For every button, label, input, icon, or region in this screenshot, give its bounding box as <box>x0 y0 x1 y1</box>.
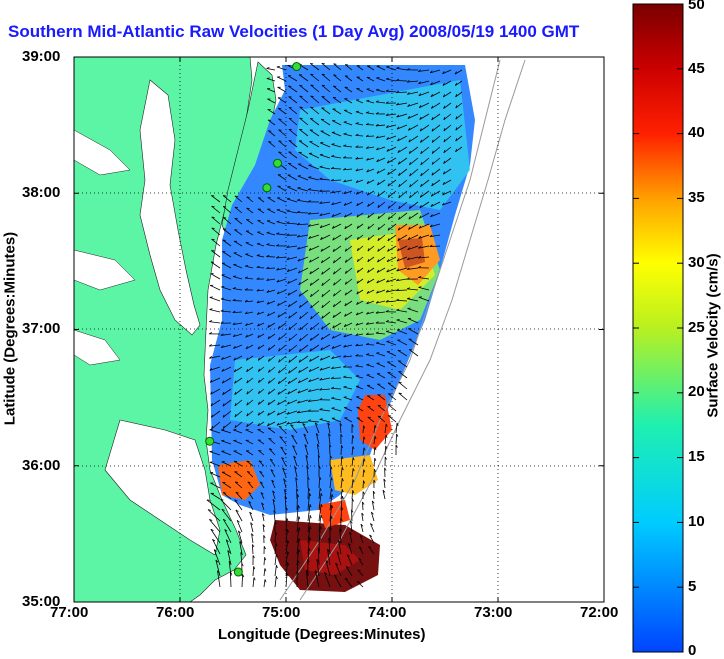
map-grid <box>74 57 604 602</box>
pamlico-sound <box>104 419 221 556</box>
colorbar-tick-label: 35 <box>688 189 705 206</box>
lon-tick-label: 72:00 <box>580 604 619 621</box>
colorbar-tick-label: 25 <box>688 319 705 336</box>
velocity-vectors <box>206 62 463 588</box>
map-title: Southern Mid-Atlantic Raw Velocities (1 … <box>8 22 580 41</box>
velocity-field <box>210 65 475 592</box>
radar-station-marker <box>292 62 302 72</box>
colorbar-tick-label: 50 <box>688 0 705 13</box>
colorbar-tick-label: 15 <box>688 448 705 465</box>
bathymetry-contour <box>279 59 501 601</box>
colorbar-tick-label: 5 <box>688 578 697 595</box>
colorbar-tick-label: 20 <box>688 383 705 400</box>
radar-stations <box>205 62 302 577</box>
radar-station-marker <box>273 158 283 168</box>
lat-tick-label: 37:00 <box>22 320 61 337</box>
radar-station-marker <box>262 183 272 193</box>
lon-tick-label: 74:00 <box>368 604 407 621</box>
colorbar-label: Surface Velocity (cm/s) <box>704 253 722 418</box>
lat-tick-label: 39:00 <box>22 48 61 65</box>
y-axis-label: Latitude (Degrees:Minutes) <box>1 231 19 426</box>
colorbar-tick-label: 40 <box>688 124 705 141</box>
lat-tick-label: 38:00 <box>22 184 61 201</box>
colorbar-tick-label: 30 <box>688 254 705 271</box>
lon-tick-label: 73:00 <box>474 604 513 621</box>
lat-tick-label: 36:00 <box>22 457 61 474</box>
colorbar-tick-label: 45 <box>688 60 705 77</box>
lon-tick-label: 75:00 <box>262 604 301 621</box>
x-axis-label: Longitude (Degrees:Minutes) <box>218 626 426 643</box>
radar-station-marker <box>233 567 243 577</box>
chesapeake-bay <box>139 79 201 336</box>
lat-tick-label: 35:00 <box>22 593 61 610</box>
lon-tick-label: 76:00 <box>156 604 195 621</box>
colorbar <box>632 3 684 653</box>
colorbar-tick-label: 10 <box>688 513 705 530</box>
colorbar-tick-label: 0 <box>688 642 697 659</box>
radar-station-marker <box>205 436 215 446</box>
lon-tick-label: 77:00 <box>50 604 89 621</box>
